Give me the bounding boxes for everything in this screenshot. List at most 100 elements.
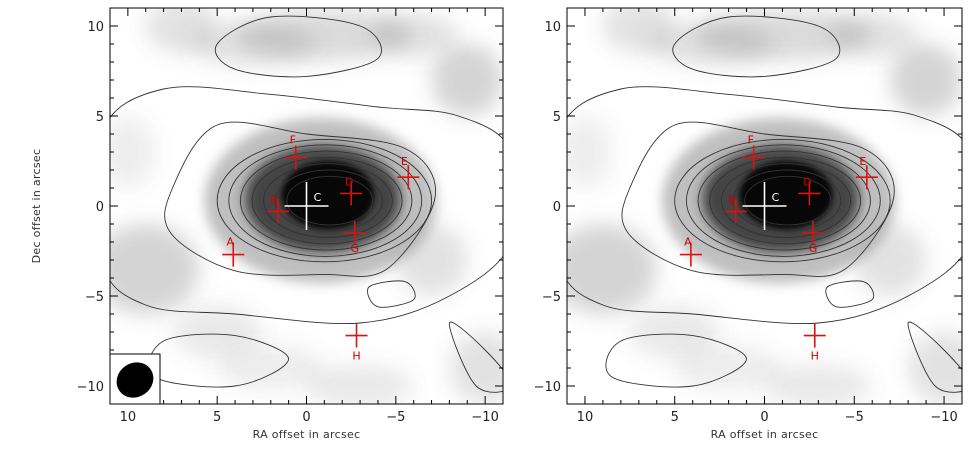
source-label-h: H [352,350,360,363]
y-tick-label: −5 [85,290,104,305]
beam-ellipse [116,362,154,398]
x-tick-label: 5 [213,410,221,425]
contour-level [621,121,895,277]
contour-level [214,15,382,78]
emission-patch [172,305,262,359]
emission-patch [908,332,962,404]
emission-patch [110,224,200,314]
source-label-d: D [345,175,353,188]
x-tick-label: 10 [120,410,137,425]
source-label-b: B [270,193,278,206]
source-marker-h [345,323,368,348]
x-tick-label: −5 [845,410,864,425]
contour-level [825,280,875,308]
contour-level [448,321,503,393]
contour-level [286,175,374,226]
source-marker-d [340,181,363,206]
source-label-d: D [803,175,811,188]
emission-peak [281,161,375,230]
source-marker-a [679,242,702,267]
emission-patch [567,224,657,314]
axes: 10 5 0 −5 −10 10 5 0 −5 −10 RA offset in arcsec Dec… [30,7,504,441]
source-label-a: A [684,236,692,249]
x-tick-label: 0 [302,410,310,425]
y-tick-label: 10 [87,20,104,35]
source-label-b: B [728,193,736,206]
emission-patch [431,44,503,116]
x-tick-label: −10 [471,410,498,425]
center-label: C [772,191,780,204]
center-cross [284,182,329,230]
contour-level [685,144,881,257]
center-label: C [314,191,322,204]
source-marker-f [742,145,765,170]
x-tick-label: 5 [671,410,679,425]
source-marker-b [266,199,289,224]
emission-patch [890,44,962,116]
contour-level [164,121,437,277]
contour-level [110,86,503,325]
x-tick-label: −10 [930,410,957,425]
source-label-f: F [290,133,296,146]
emission-patch [764,364,873,404]
source-marker-e [855,165,878,190]
greyscale-image [567,8,962,404]
source-marker-e [397,165,420,190]
emission-peak [739,161,833,230]
y-tick-label: −10 [77,380,104,395]
source-label-h: H [811,350,819,363]
emission-patch [190,22,316,66]
emission-patch [602,8,675,53]
contour-level [744,175,832,226]
contour-level [263,163,393,238]
emission-patch [827,13,918,57]
contour-level [216,138,432,263]
contour-level [907,321,962,393]
source-marker-b [724,199,747,224]
emission-patch [567,116,612,188]
map-panel-right: 10 5 0 −5 −10 10 5 0 −5 −10 RA offset in arcsec A B C… [534,7,963,441]
axes: 10 5 0 −5 −10 10 5 0 −5 −10 RA offset in arcsec [534,7,963,441]
emission-patch [145,8,218,53]
contour-level [567,86,962,325]
source-marker-d [798,181,821,206]
source-marker-g [343,221,366,245]
emission-patch [110,116,155,188]
y-tick-label: 10 [544,20,561,35]
source-markers: A B C D E F G H [679,133,878,363]
contours [110,15,503,393]
contour-level [367,280,416,308]
y-tick-label: 5 [553,110,561,125]
source-marker-g [801,221,824,245]
y-tick-label: 5 [96,110,104,125]
x-tick-label: 10 [577,410,594,425]
y-tick-label: −5 [542,290,561,305]
contour-level [674,138,891,263]
contour-level [720,163,852,238]
contour-level [239,150,413,251]
contour-level [251,156,403,245]
greyscale-image [110,8,503,404]
contour-level [672,15,841,78]
emission-patch [217,344,325,392]
x-tick-label: −5 [386,410,405,425]
source-markers: A B C D E F G H [222,133,420,363]
contour-level [709,156,862,245]
y-tick-label: −10 [534,380,561,395]
emission-patch [674,344,783,392]
source-marker-a [222,242,245,267]
emission-patch [306,364,414,404]
source-label-e: E [859,155,866,168]
contours [567,15,962,393]
contour-level [697,150,871,251]
contour-level [274,169,383,232]
contour-level [228,144,423,257]
source-marker-h [803,323,826,348]
y-tick-label: 0 [553,200,561,215]
emission-patch [647,22,774,66]
x-axis-title: RA offset in arcsec [711,428,819,441]
source-label-a: A [226,236,234,249]
contour-level [605,333,747,388]
source-label-f: F [748,133,754,146]
